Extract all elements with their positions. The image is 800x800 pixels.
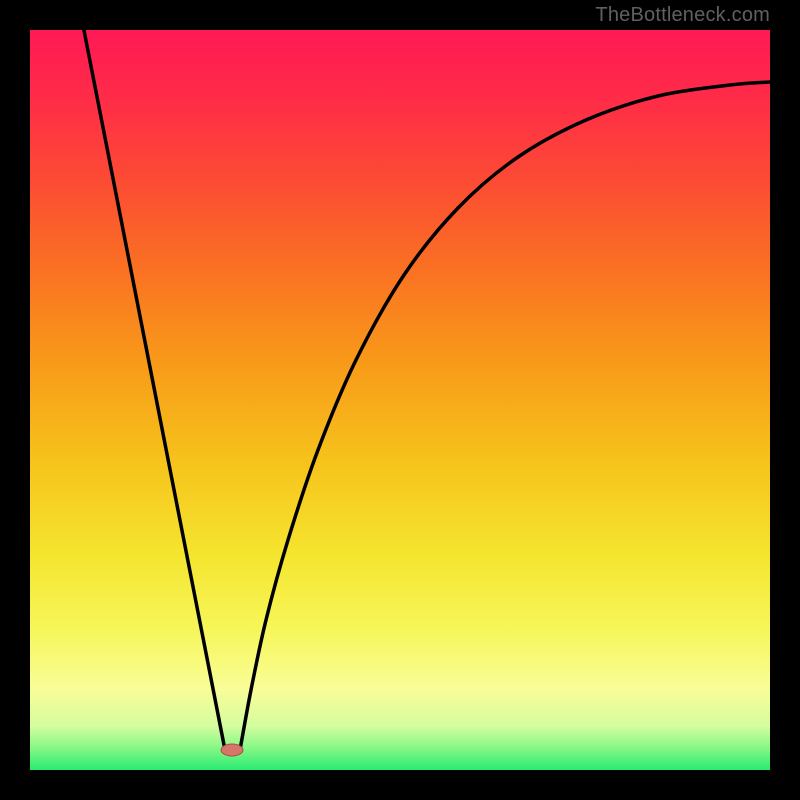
chart-container: TheBottleneck.com bbox=[0, 0, 800, 800]
chart-background bbox=[30, 30, 770, 770]
chart-svg bbox=[30, 30, 770, 770]
plot-area bbox=[30, 30, 770, 770]
optimal-marker bbox=[221, 744, 243, 756]
watermark-text: TheBottleneck.com bbox=[595, 4, 770, 27]
